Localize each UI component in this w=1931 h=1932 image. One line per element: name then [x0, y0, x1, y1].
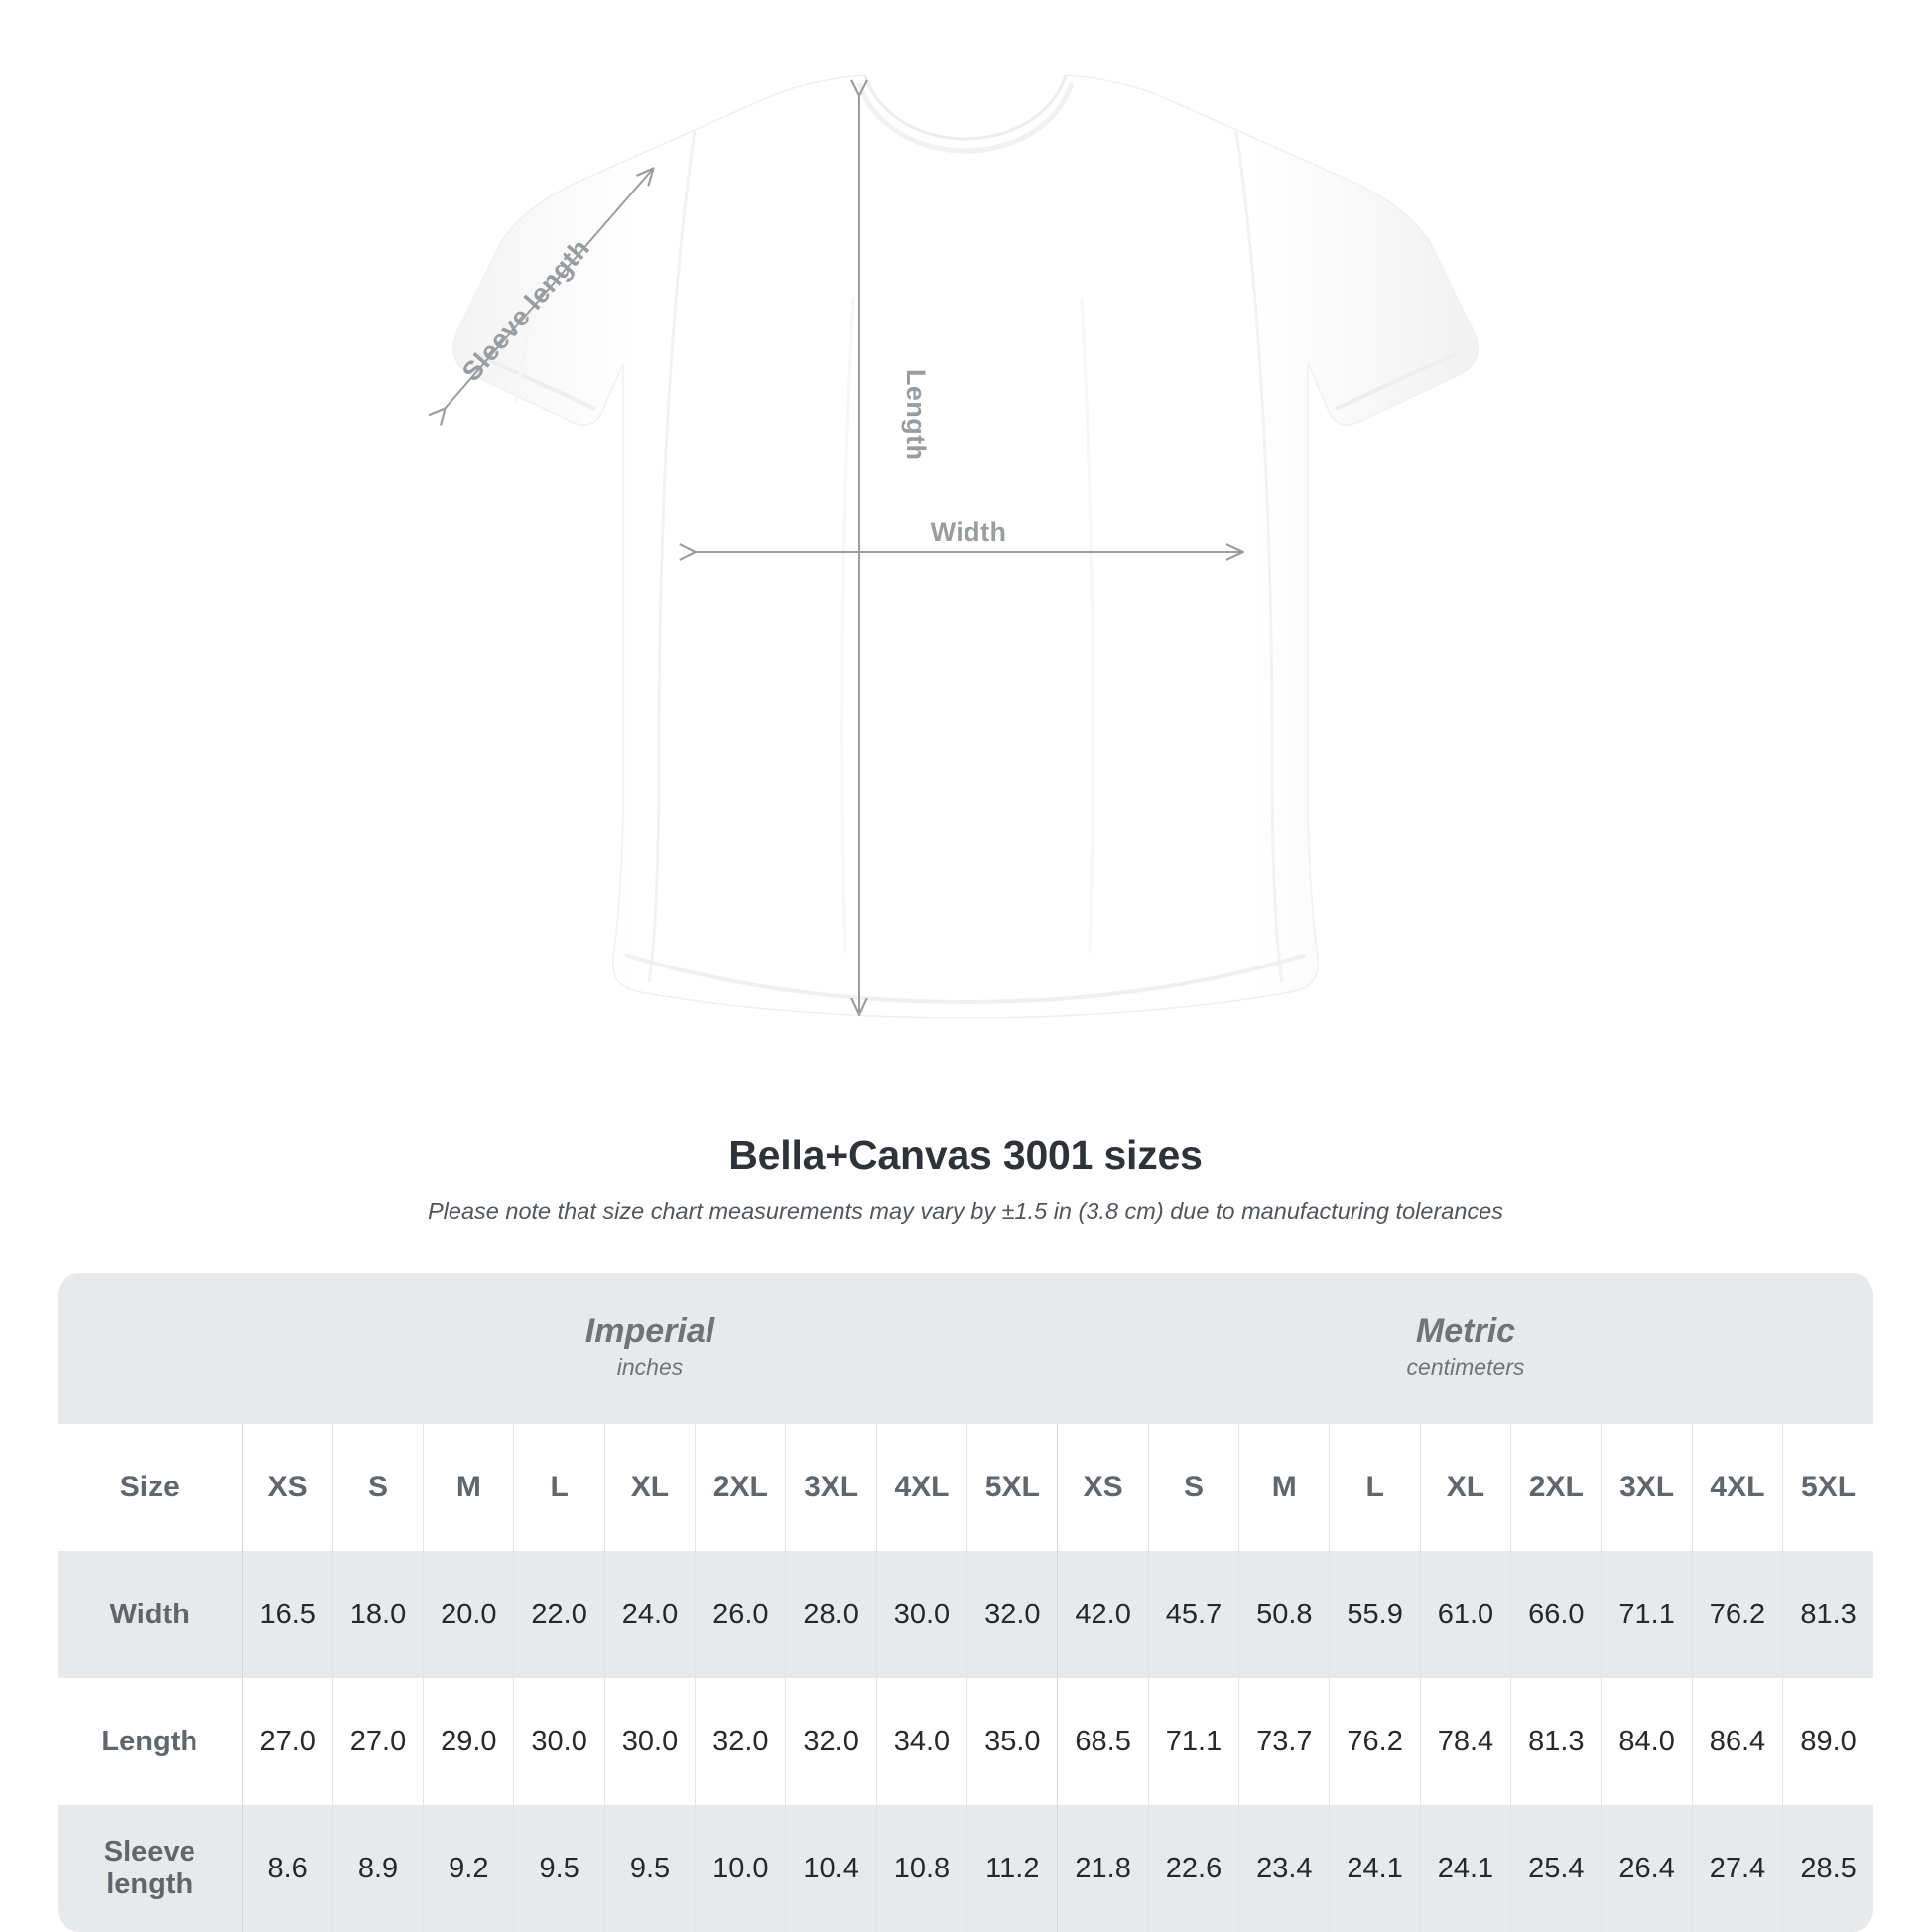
- cell-length-metric-xl: 78.4: [1419, 1678, 1511, 1805]
- size-header-imperial-4xl: 4XL: [875, 1424, 967, 1551]
- cell-length-metric-xs: 68.5: [1057, 1678, 1149, 1805]
- cell-sleeve-length-imperial-5xl: 11.2: [966, 1805, 1058, 1932]
- size-header-imperial-l: L: [513, 1424, 605, 1551]
- cell-sleeve-length-imperial-2xl: 10.0: [695, 1805, 786, 1932]
- cell-width-metric-3xl: 71.1: [1601, 1551, 1693, 1678]
- unit-name-imperial: Imperial: [584, 1312, 715, 1351]
- cell-width-imperial-5xl: 32.0: [966, 1551, 1058, 1678]
- cell-sleeve-length-metric-l: 24.1: [1329, 1805, 1421, 1932]
- size-header-label: Size: [58, 1424, 242, 1551]
- unit-banner-row: Imperial inches Metric centimeters: [58, 1273, 1873, 1424]
- size-header-metric-m: M: [1238, 1424, 1330, 1551]
- cell-width-metric-xl: 61.0: [1419, 1551, 1511, 1678]
- size-header-metric-4xl: 4XL: [1691, 1424, 1783, 1551]
- cell-width-imperial-m: 20.0: [423, 1551, 514, 1678]
- unit-banner-metric: Metric centimeters: [1057, 1273, 1873, 1424]
- size-header-imperial-3xl: 3XL: [785, 1424, 877, 1551]
- size-header-metric-s: S: [1147, 1424, 1239, 1551]
- cell-width-imperial-s: 18.0: [331, 1551, 424, 1678]
- cell-sleeve-length-metric-m: 23.4: [1238, 1805, 1330, 1932]
- table-row-length: Length 27.0 27.0 29.0 30.0 30.0 32.0 32.0 34.0 35…: [58, 1678, 1873, 1805]
- cell-sleeve-length-metric-4xl: 27.4: [1691, 1805, 1783, 1932]
- cell-length-metric-2xl: 81.3: [1510, 1678, 1602, 1805]
- cell-width-metric-xs: 42.0: [1057, 1551, 1149, 1678]
- cell-length-imperial-xs: 27.0: [241, 1678, 333, 1805]
- size-header-metric-5xl: 5XL: [1782, 1424, 1873, 1551]
- cell-width-metric-s: 45.7: [1147, 1551, 1239, 1678]
- cell-sleeve-length-metric-5xl: 28.5: [1782, 1805, 1873, 1932]
- cell-sleeve-length-metric-s: 22.6: [1147, 1805, 1239, 1932]
- size-header-imperial-xs: XS: [241, 1424, 333, 1551]
- cell-length-imperial-4xl: 34.0: [875, 1678, 967, 1805]
- table-row-width: Width 16.5 18.0 20.0 22.0 24.0 26.0 28.0 30.0 32.…: [58, 1551, 1873, 1678]
- size-chart-table: Imperial inches Metric centimeters Size XS S M L…: [58, 1273, 1873, 1932]
- cell-length-metric-l: 76.2: [1329, 1678, 1421, 1805]
- table-row-sleeve-length: Sleeve length 8.6 8.9 9.2 9.5 9.5 10.0 10.4 10.8…: [58, 1805, 1873, 1932]
- cell-width-imperial-xs: 16.5: [241, 1551, 333, 1678]
- cell-width-metric-l: 55.9: [1329, 1551, 1421, 1678]
- size-header-metric-2xl: 2XL: [1510, 1424, 1602, 1551]
- cell-sleeve-length-imperial-4xl: 10.8: [875, 1805, 967, 1932]
- size-header-row: Size XS S M L XL 2XL 3XL 4XL 5XL XS S M L XL 2XL 3XL 4XL 5…: [58, 1424, 1873, 1551]
- size-header-imperial-5xl: 5XL: [966, 1424, 1058, 1551]
- cell-width-metric-4xl: 76.2: [1691, 1551, 1783, 1678]
- cell-sleeve-length-imperial-xs: 8.6: [241, 1805, 333, 1932]
- cell-sleeve-length-imperial-m: 9.2: [423, 1805, 514, 1932]
- cell-width-metric-5xl: 81.3: [1782, 1551, 1873, 1678]
- unit-sub-imperial: inches: [616, 1354, 684, 1381]
- page-title: Bella+Canvas 3001 sizes: [728, 1132, 1203, 1178]
- row-label-sleeve-length: Sleeve length: [58, 1805, 242, 1932]
- size-header-metric-xs: XS: [1057, 1424, 1149, 1551]
- cell-width-imperial-2xl: 26.0: [695, 1551, 786, 1678]
- unit-name-metric: Metric: [1415, 1312, 1516, 1351]
- width-dimension-label: Width: [931, 517, 1007, 547]
- cell-sleeve-length-metric-xl: 24.1: [1419, 1805, 1511, 1932]
- cell-sleeve-length-metric-xs: 21.8: [1057, 1805, 1149, 1932]
- cell-width-metric-2xl: 66.0: [1510, 1551, 1602, 1678]
- size-table-container: Imperial inches Metric centimeters Size XS S M L…: [58, 1273, 1873, 1932]
- cell-length-metric-3xl: 84.0: [1601, 1678, 1693, 1805]
- row-label-length: Length: [58, 1678, 242, 1805]
- cell-length-metric-s: 71.1: [1147, 1678, 1239, 1805]
- cell-length-imperial-m: 29.0: [423, 1678, 514, 1805]
- cell-width-imperial-4xl: 30.0: [875, 1551, 967, 1678]
- size-header-imperial-xl: XL: [603, 1424, 696, 1551]
- unit-banner-imperial: Imperial inches: [242, 1273, 1058, 1424]
- row-label-width: Width: [58, 1551, 242, 1678]
- tshirt-graphic: [452, 74, 1479, 1019]
- size-header-imperial-2xl: 2XL: [695, 1424, 786, 1551]
- cell-sleeve-length-imperial-s: 8.9: [331, 1805, 424, 1932]
- cell-length-imperial-5xl: 35.0: [966, 1678, 1058, 1805]
- size-header-metric-3xl: 3XL: [1601, 1424, 1693, 1551]
- unit-sub-metric: centimeters: [1406, 1354, 1525, 1381]
- size-header-imperial-s: S: [331, 1424, 424, 1551]
- cell-length-imperial-3xl: 32.0: [785, 1678, 877, 1805]
- cell-sleeve-length-metric-3xl: 26.4: [1601, 1805, 1693, 1932]
- tolerance-note: Please note that size chart measurements…: [428, 1198, 1503, 1224]
- cell-length-metric-m: 73.7: [1238, 1678, 1330, 1805]
- cell-width-imperial-xl: 24.0: [603, 1551, 696, 1678]
- cell-width-imperial-l: 22.0: [513, 1551, 605, 1678]
- cell-length-imperial-2xl: 32.0: [695, 1678, 786, 1805]
- size-header-metric-l: L: [1329, 1424, 1421, 1551]
- chart-heading: Bella+Canvas 3001 sizes Please note that…: [0, 1131, 1931, 1226]
- size-header-metric-xl: XL: [1419, 1424, 1511, 1551]
- unit-banner-spacer: [58, 1273, 242, 1424]
- sleeve-length-dimension-arrow: [445, 169, 653, 409]
- cell-length-imperial-l: 30.0: [513, 1678, 605, 1805]
- length-dimension-label: Length: [901, 369, 931, 460]
- cell-sleeve-length-imperial-3xl: 10.4: [785, 1805, 877, 1932]
- tshirt-illustration: Length Width Sleeve length: [0, 74, 1479, 1019]
- cell-sleeve-length-imperial-xl: 9.5: [603, 1805, 696, 1932]
- cell-sleeve-length-metric-2xl: 25.4: [1510, 1805, 1602, 1932]
- cell-length-imperial-xl: 30.0: [603, 1678, 696, 1805]
- size-header-imperial-m: M: [423, 1424, 514, 1551]
- cell-length-imperial-s: 27.0: [331, 1678, 424, 1805]
- cell-sleeve-length-imperial-l: 9.5: [513, 1805, 605, 1932]
- cell-length-metric-5xl: 89.0: [1782, 1678, 1873, 1805]
- cell-width-imperial-3xl: 28.0: [785, 1551, 877, 1678]
- cell-width-metric-m: 50.8: [1238, 1551, 1330, 1678]
- cell-length-metric-4xl: 86.4: [1691, 1678, 1783, 1805]
